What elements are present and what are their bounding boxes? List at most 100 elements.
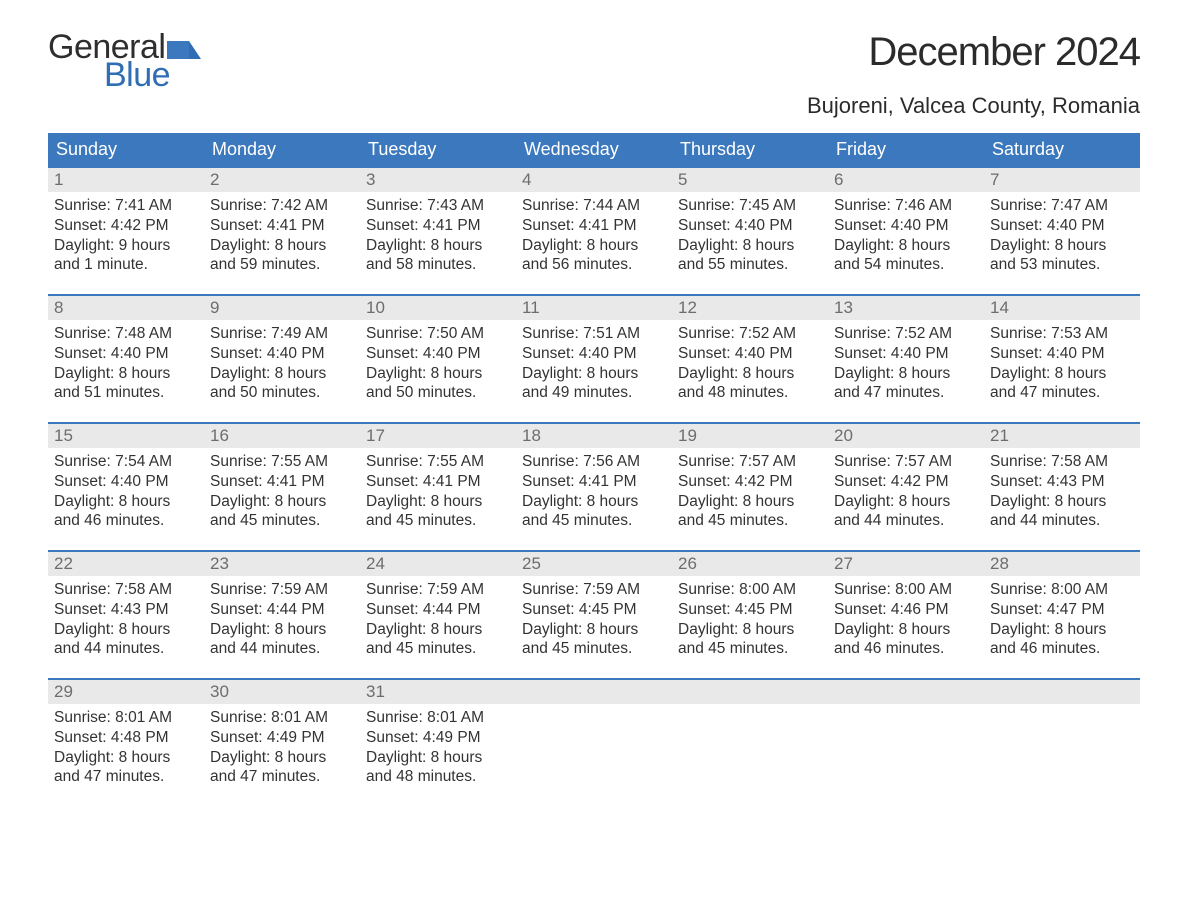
- day-line: Sunset: 4:42 PM: [834, 472, 978, 492]
- day-cell: 27Sunrise: 8:00 AMSunset: 4:46 PMDayligh…: [828, 552, 984, 678]
- day-line: Sunset: 4:42 PM: [54, 216, 198, 236]
- day-cell: 13Sunrise: 7:52 AMSunset: 4:40 PMDayligh…: [828, 296, 984, 422]
- day-line: and 46 minutes.: [990, 639, 1134, 659]
- day-line: Sunrise: 7:43 AM: [366, 196, 510, 216]
- day-body: Sunrise: 7:55 AMSunset: 4:41 PMDaylight:…: [360, 448, 516, 539]
- day-number: 8: [48, 296, 204, 320]
- day-line: Sunset: 4:40 PM: [54, 472, 198, 492]
- day-number: 11: [516, 296, 672, 320]
- day-number: 21: [984, 424, 1140, 448]
- day-cell: 9Sunrise: 7:49 AMSunset: 4:40 PMDaylight…: [204, 296, 360, 422]
- day-body: Sunrise: 7:59 AMSunset: 4:44 PMDaylight:…: [204, 576, 360, 667]
- day-number: 20: [828, 424, 984, 448]
- day-header: Wednesday: [516, 133, 672, 166]
- day-line: Daylight: 8 hours: [210, 492, 354, 512]
- day-number: [984, 680, 1140, 704]
- day-line: Sunset: 4:40 PM: [834, 344, 978, 364]
- day-line: Sunrise: 7:54 AM: [54, 452, 198, 472]
- day-line: and 45 minutes.: [210, 511, 354, 531]
- day-number: 29: [48, 680, 204, 704]
- day-line: Sunset: 4:45 PM: [678, 600, 822, 620]
- day-line: Daylight: 8 hours: [834, 236, 978, 256]
- day-cell: 30Sunrise: 8:01 AMSunset: 4:49 PMDayligh…: [204, 680, 360, 806]
- day-line: and 45 minutes.: [522, 511, 666, 531]
- day-line: Sunset: 4:40 PM: [678, 344, 822, 364]
- day-body: Sunrise: 7:44 AMSunset: 4:41 PMDaylight:…: [516, 192, 672, 283]
- day-line: Sunrise: 7:41 AM: [54, 196, 198, 216]
- day-body: Sunrise: 8:01 AMSunset: 4:49 PMDaylight:…: [360, 704, 516, 795]
- day-body: Sunrise: 8:00 AMSunset: 4:47 PMDaylight:…: [984, 576, 1140, 667]
- day-line: Sunrise: 7:52 AM: [678, 324, 822, 344]
- day-line: and 44 minutes.: [54, 639, 198, 659]
- day-line: Daylight: 8 hours: [678, 620, 822, 640]
- calendar-header-row: SundayMondayTuesdayWednesdayThursdayFrid…: [48, 133, 1140, 166]
- day-number: 27: [828, 552, 984, 576]
- day-line: and 51 minutes.: [54, 383, 198, 403]
- day-line: Sunset: 4:42 PM: [678, 472, 822, 492]
- day-number: 13: [828, 296, 984, 320]
- day-body: Sunrise: 7:47 AMSunset: 4:40 PMDaylight:…: [984, 192, 1140, 283]
- day-cell: 3Sunrise: 7:43 AMSunset: 4:41 PMDaylight…: [360, 168, 516, 294]
- day-line: Sunrise: 7:59 AM: [210, 580, 354, 600]
- day-line: Daylight: 8 hours: [366, 492, 510, 512]
- day-cell: 7Sunrise: 7:47 AMSunset: 4:40 PMDaylight…: [984, 168, 1140, 294]
- day-cell: 26Sunrise: 8:00 AMSunset: 4:45 PMDayligh…: [672, 552, 828, 678]
- day-line: and 45 minutes.: [678, 511, 822, 531]
- logo-text-blue: Blue: [104, 58, 201, 92]
- day-line: and 44 minutes.: [990, 511, 1134, 531]
- day-number: 5: [672, 168, 828, 192]
- day-number: 31: [360, 680, 516, 704]
- day-line: Daylight: 8 hours: [210, 236, 354, 256]
- day-number: 10: [360, 296, 516, 320]
- day-cell: 11Sunrise: 7:51 AMSunset: 4:40 PMDayligh…: [516, 296, 672, 422]
- day-number: 24: [360, 552, 516, 576]
- day-body: Sunrise: 7:48 AMSunset: 4:40 PMDaylight:…: [48, 320, 204, 411]
- day-line: Sunset: 4:41 PM: [522, 472, 666, 492]
- day-line: Daylight: 8 hours: [522, 364, 666, 384]
- day-line: Sunset: 4:47 PM: [990, 600, 1134, 620]
- day-cell: 28Sunrise: 8:00 AMSunset: 4:47 PMDayligh…: [984, 552, 1140, 678]
- day-cell: 31Sunrise: 8:01 AMSunset: 4:49 PMDayligh…: [360, 680, 516, 806]
- day-cell: 8Sunrise: 7:48 AMSunset: 4:40 PMDaylight…: [48, 296, 204, 422]
- day-line: Sunset: 4:40 PM: [834, 216, 978, 236]
- day-body: Sunrise: 7:43 AMSunset: 4:41 PMDaylight:…: [360, 192, 516, 283]
- day-line: and 47 minutes.: [54, 767, 198, 787]
- day-line: and 53 minutes.: [990, 255, 1134, 275]
- day-line: Daylight: 8 hours: [990, 620, 1134, 640]
- day-line: Sunset: 4:41 PM: [522, 216, 666, 236]
- day-line: Daylight: 8 hours: [54, 748, 198, 768]
- day-line: and 47 minutes.: [990, 383, 1134, 403]
- day-line: Sunset: 4:43 PM: [54, 600, 198, 620]
- day-cell: 4Sunrise: 7:44 AMSunset: 4:41 PMDaylight…: [516, 168, 672, 294]
- calendar-week: 15Sunrise: 7:54 AMSunset: 4:40 PMDayligh…: [48, 422, 1140, 550]
- day-line: and 47 minutes.: [834, 383, 978, 403]
- day-line: Daylight: 8 hours: [210, 748, 354, 768]
- day-line: Sunrise: 8:00 AM: [990, 580, 1134, 600]
- calendar: SundayMondayTuesdayWednesdayThursdayFrid…: [48, 133, 1140, 806]
- logo: General Blue: [48, 30, 201, 92]
- day-line: Daylight: 8 hours: [678, 236, 822, 256]
- day-cell: 15Sunrise: 7:54 AMSunset: 4:40 PMDayligh…: [48, 424, 204, 550]
- day-line: Sunset: 4:40 PM: [54, 344, 198, 364]
- day-body: Sunrise: 7:42 AMSunset: 4:41 PMDaylight:…: [204, 192, 360, 283]
- day-cell: 22Sunrise: 7:58 AMSunset: 4:43 PMDayligh…: [48, 552, 204, 678]
- day-line: and 54 minutes.: [834, 255, 978, 275]
- day-number: 3: [360, 168, 516, 192]
- day-number: 30: [204, 680, 360, 704]
- day-body: Sunrise: 7:58 AMSunset: 4:43 PMDaylight:…: [984, 448, 1140, 539]
- day-header: Thursday: [672, 133, 828, 166]
- day-header: Friday: [828, 133, 984, 166]
- day-body: Sunrise: 7:59 AMSunset: 4:44 PMDaylight:…: [360, 576, 516, 667]
- day-line: Sunset: 4:46 PM: [834, 600, 978, 620]
- day-number: 23: [204, 552, 360, 576]
- day-line: Sunrise: 7:51 AM: [522, 324, 666, 344]
- day-line: Sunset: 4:45 PM: [522, 600, 666, 620]
- day-line: Sunset: 4:40 PM: [678, 216, 822, 236]
- day-cell: 1Sunrise: 7:41 AMSunset: 4:42 PMDaylight…: [48, 168, 204, 294]
- day-line: and 55 minutes.: [678, 255, 822, 275]
- day-line: and 59 minutes.: [210, 255, 354, 275]
- day-body: Sunrise: 7:41 AMSunset: 4:42 PMDaylight:…: [48, 192, 204, 283]
- day-body: Sunrise: 7:56 AMSunset: 4:41 PMDaylight:…: [516, 448, 672, 539]
- day-line: Daylight: 8 hours: [54, 620, 198, 640]
- day-cell: [828, 680, 984, 806]
